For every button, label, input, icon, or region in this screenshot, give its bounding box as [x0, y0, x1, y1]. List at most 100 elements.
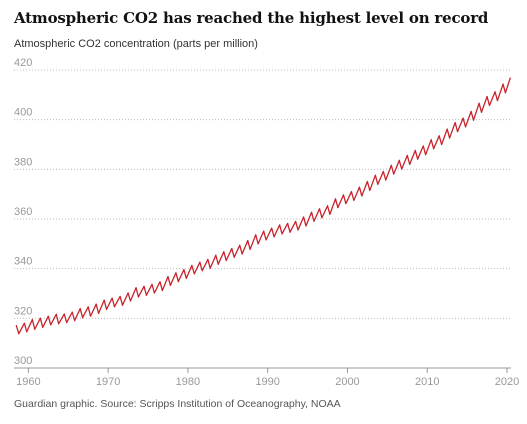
x-tick-label-1970: 1970: [96, 376, 120, 388]
data-point: [509, 77, 511, 79]
data-point: [406, 154, 408, 157]
data-point: [18, 333, 20, 335]
y-tick-labels: 300 320 340 360 380 400 420: [14, 57, 32, 367]
chart-subtitle: Atmospheric CO2 concentration (parts per…: [14, 38, 258, 50]
data-point: [504, 92, 507, 94]
data-point: [241, 253, 243, 255]
data-point: [393, 173, 395, 175]
data-point: [425, 154, 427, 156]
data-point: [103, 299, 105, 301]
data-point: [247, 240, 249, 242]
data-point: [409, 163, 411, 165]
data-point: [374, 174, 376, 176]
data-point: [39, 317, 41, 319]
data-point: [191, 264, 193, 267]
data-point: [105, 308, 108, 310]
data-point: [398, 159, 400, 161]
data-point: [289, 231, 291, 233]
series-line-0: [15, 77, 511, 335]
data-point: [417, 158, 419, 160]
x-axis: [14, 367, 511, 373]
data-point: [161, 289, 163, 292]
x-tick-label-1990: 1990: [255, 376, 279, 388]
data-point: [255, 234, 257, 236]
data-point: [143, 285, 145, 287]
data-point: [183, 269, 185, 271]
data-point: [207, 258, 209, 261]
data-point: [265, 239, 267, 241]
data-point: [113, 306, 116, 308]
data-point: [209, 267, 211, 269]
data-point: [47, 315, 49, 317]
data-point: [50, 324, 52, 326]
data-point: [185, 277, 187, 279]
data-point: [177, 280, 179, 283]
data-point: [87, 306, 89, 308]
data-point: [470, 110, 472, 113]
data-point: [225, 259, 227, 262]
data-point: [390, 164, 392, 166]
data-point: [58, 323, 60, 325]
data-point: [279, 224, 281, 226]
data-point: [79, 308, 81, 310]
data-point: [15, 325, 17, 327]
data-point: [71, 311, 73, 313]
data-point: [496, 99, 499, 102]
data-point: [119, 295, 121, 298]
data-point: [169, 284, 171, 286]
chart-title: Atmospheric CO2 has reached the highest …: [14, 9, 489, 27]
y-gridlines: [14, 69, 511, 319]
data-point: [295, 220, 297, 223]
data-point: [31, 318, 33, 321]
data-point: [313, 220, 315, 222]
data-point: [366, 180, 368, 183]
data-point: [137, 296, 140, 298]
data-point: [233, 256, 235, 258]
y-tick-label-340: 340: [14, 256, 32, 268]
y-tick-label-300: 300: [14, 355, 32, 367]
data-point: [249, 248, 251, 250]
data-point: [377, 183, 379, 185]
data-point: [34, 328, 36, 330]
data-point: [273, 236, 275, 238]
data-point: [385, 179, 387, 181]
y-tick-label-380: 380: [14, 156, 32, 168]
data-point: [502, 83, 504, 85]
data-point: [23, 322, 25, 324]
data-point: [321, 217, 323, 219]
data-point: [121, 304, 124, 306]
y-tick-label-400: 400: [14, 107, 32, 119]
data-point: [456, 130, 459, 133]
x-tick-label-1980: 1980: [176, 376, 200, 388]
data-point: [175, 272, 177, 274]
data-point: [310, 211, 313, 213]
data-point: [95, 303, 97, 305]
data-point: [201, 270, 203, 272]
data-point: [494, 91, 496, 93]
data-point: [454, 122, 456, 124]
data-point: [127, 292, 129, 294]
data-point: [151, 283, 153, 285]
data-point: [369, 189, 371, 192]
data-point: [446, 128, 448, 130]
data-point: [438, 135, 440, 137]
data-point: [153, 292, 155, 294]
y-tick-label-320: 320: [14, 305, 32, 317]
data-point: [89, 315, 92, 317]
data-point: [135, 287, 137, 289]
data-point: [82, 316, 84, 319]
data-point: [318, 208, 321, 210]
x-tick-labels: 1960 1970 1980 1990 2000 2010 2020: [16, 376, 519, 388]
data-point: [97, 312, 100, 314]
data-point: [63, 313, 65, 315]
data-point: [215, 254, 217, 256]
data-point: [326, 205, 329, 207]
data-point: [42, 326, 44, 328]
data-point: [66, 321, 68, 324]
data-point: [358, 186, 361, 188]
data-point: [167, 276, 169, 278]
data-point: [193, 273, 195, 275]
data-point: [334, 198, 337, 200]
